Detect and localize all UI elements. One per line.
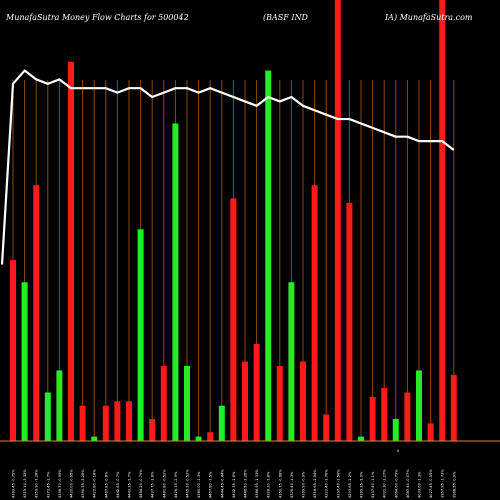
bar (242, 361, 248, 441)
bar (56, 370, 63, 441)
bar (91, 436, 98, 441)
x-tick-label: 4402.35 -1.6% (232, 471, 236, 498)
bar (10, 260, 16, 441)
bar (79, 405, 86, 441)
bar (439, 0, 446, 441)
bar (218, 405, 225, 441)
bar (253, 343, 260, 441)
x-tick-label: 3957.95 -1.73% (441, 469, 445, 498)
bar (102, 405, 109, 441)
x-tick-labels: 4183.45 -0.75% 4215.10 -3.32% 4359.90 -1.2… (12, 469, 457, 498)
x-tick-label: 4091.30 -1.27% (383, 469, 387, 498)
x-tick-label: 4380.00 -1.3% (197, 471, 201, 498)
x-tick-label: 4422.80 -0.18% (93, 469, 97, 498)
x-tick-label: 4169.35 -1.9% (360, 471, 364, 498)
bar (311, 185, 318, 441)
bar (126, 401, 132, 441)
x-tick-label: 4033.60 -1.3% (418, 471, 422, 498)
x-tick-label: 4137.40 -1.1% (371, 471, 375, 498)
bar (323, 414, 330, 441)
x-tick-label: 4437.75 -1.8% (151, 471, 155, 498)
x-tick-label: 4328.20 -1.8% (267, 471, 271, 498)
bar (149, 418, 156, 441)
bar (137, 229, 144, 441)
bar (346, 202, 353, 441)
bar (160, 366, 167, 441)
bar (427, 423, 434, 441)
x-tick-label: 4442.65 -0.7% (116, 471, 120, 498)
x-tick-label: 4087.40 -0.07% (406, 469, 410, 498)
bar (369, 396, 376, 441)
bar (450, 374, 457, 441)
bar (44, 392, 51, 441)
x-tick-label: 3968.55 -0.9% (452, 471, 456, 498)
bar (21, 282, 28, 441)
x-tick-label: 4215.10 -3.32% (23, 469, 27, 498)
bar (381, 388, 388, 441)
x-tick-label: 4446.50 -1.26% (244, 469, 248, 498)
x-tick-label: 4481.80 -0.52% (162, 469, 166, 498)
bar (416, 370, 422, 441)
x-tick-label: 4376.40 -1.3% (290, 471, 294, 498)
price-line (0, 69, 455, 265)
x-tick-label: 4390.55 -3.28% (81, 469, 85, 498)
chart-title-middle: (BASF IND (263, 13, 309, 22)
x-tick-label: 4464.20 -0.79% (139, 469, 143, 498)
bar (195, 436, 202, 441)
x-tick-label: 4222.40 -1.76% (325, 469, 329, 498)
bar (207, 432, 214, 441)
x-tick-label: 4027.45 -0.55% (429, 469, 433, 498)
x-tick-label: 4386.95 -1.33% (255, 469, 259, 498)
x-tick-label: 4203.65 -1.2% (348, 471, 352, 498)
bar (172, 123, 179, 441)
bar (230, 198, 237, 441)
bar (358, 436, 364, 441)
bar (276, 366, 283, 441)
bar (392, 418, 399, 441)
bar (288, 282, 295, 441)
x-tick-label: 4467.85 -0.8% (104, 471, 108, 498)
bar (68, 61, 74, 442)
x-tick-label: 4405.30 -0.52% (186, 469, 190, 498)
x-tick-label: 4183.45 -0.75% (12, 469, 16, 498)
x-tick-label: 4359.90 -1.28% (35, 469, 39, 498)
x-tick-label: 4426.35 -2.9% (174, 471, 178, 498)
bar (300, 361, 306, 441)
bar (114, 401, 121, 441)
x-axis-marker: 0 (397, 449, 400, 453)
bar (334, 0, 341, 441)
bar (404, 392, 411, 441)
x-tick-label: 4443.35 -1.7% (128, 471, 132, 498)
x-tick-label: 4444.45 -0.44% (220, 469, 224, 498)
x-tick-label: 4358.70 -0.95% (58, 469, 62, 498)
x-tick-label: 4420.00 -0.95% (70, 469, 74, 498)
chart-title-right: IA) MunafaSutra.com (384, 13, 473, 22)
x-tick-label: 4197.40 -1.56% (336, 469, 340, 498)
bar-series (10, 0, 457, 442)
x-tick-label: 4399.90 -0.9% (302, 471, 306, 498)
bar (33, 185, 40, 441)
x-tick-label: 4064.60 -0.79% (394, 469, 398, 498)
x-tick-label: 4467.80 -1.5% (209, 471, 213, 498)
bar (265, 70, 272, 441)
x-tick-label: 4318.65 -1.54% (313, 469, 317, 498)
bar (184, 366, 190, 441)
x-tick-label: 4350.75 -0.68% (278, 469, 282, 498)
x-tick-label: 4373.45 -1.7% (46, 471, 50, 498)
chart-title-left: MunafaSutra Money Flow Charts for 500042 (5, 13, 189, 22)
